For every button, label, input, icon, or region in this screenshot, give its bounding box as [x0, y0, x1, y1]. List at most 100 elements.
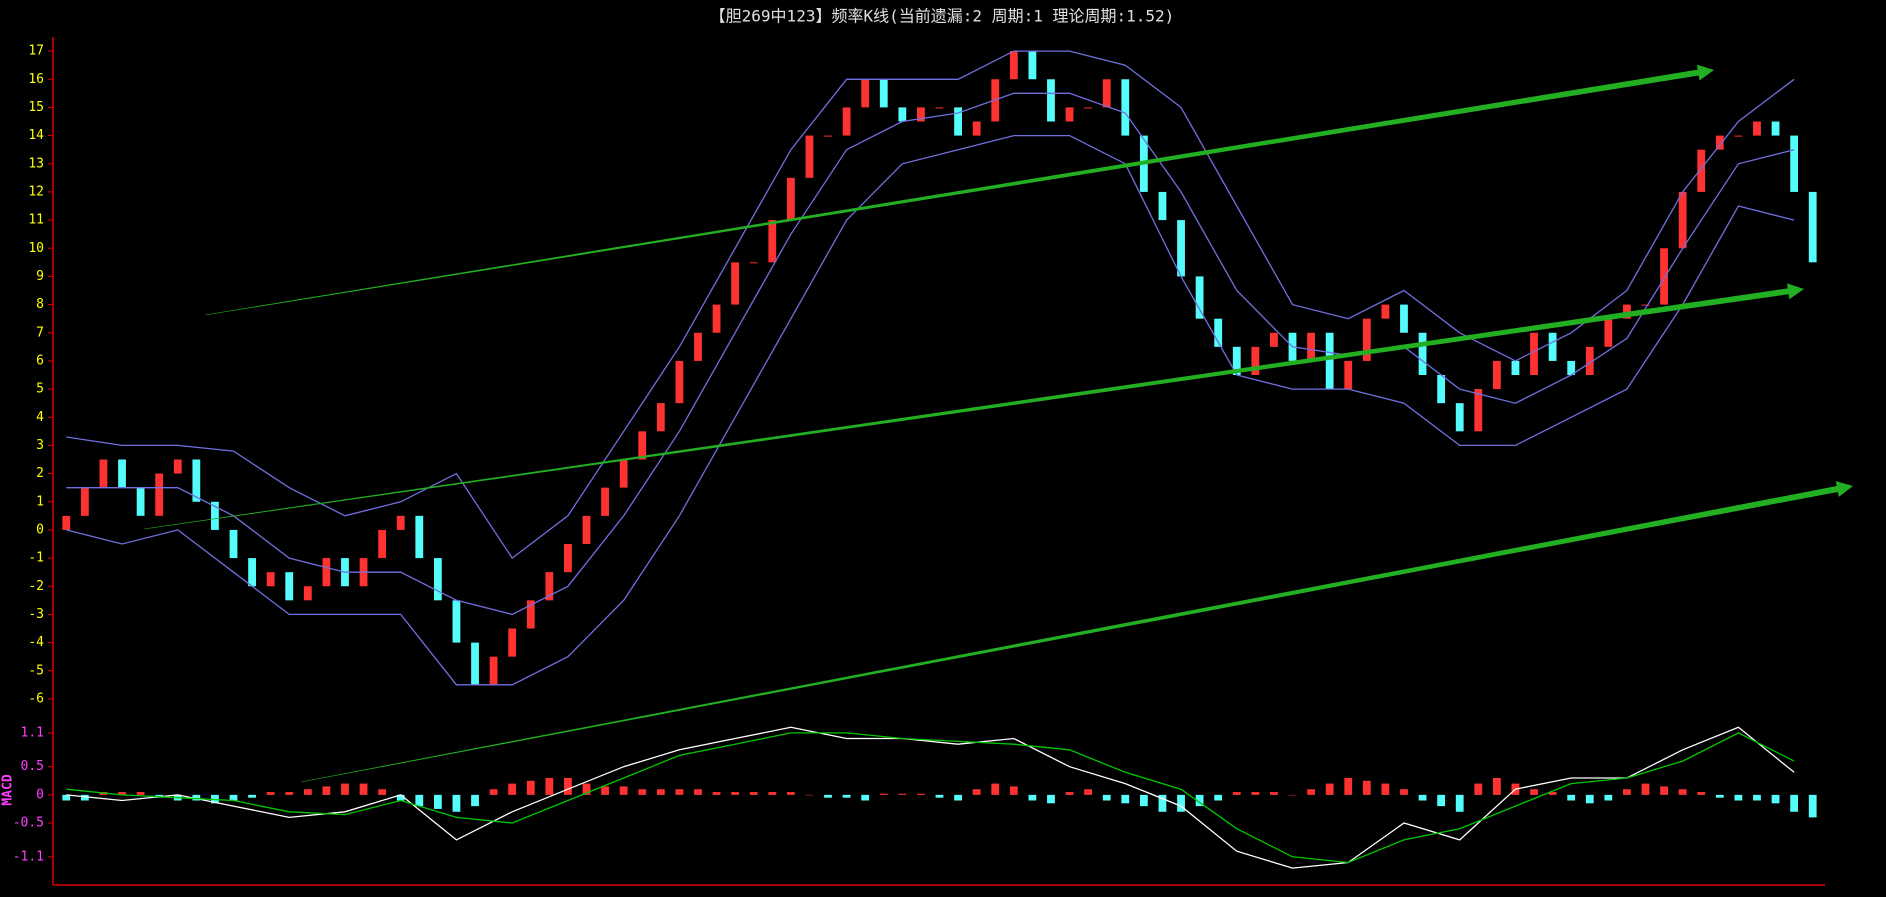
macd-bar	[656, 789, 665, 795]
macd-bar	[1214, 794, 1223, 801]
candle	[1771, 121, 1780, 136]
candle	[917, 107, 925, 122]
y-tick-label: -1	[28, 551, 44, 566]
candle	[1028, 51, 1037, 80]
candle	[80, 487, 89, 516]
candle	[1474, 389, 1483, 432]
candle	[1548, 332, 1557, 361]
macd-bar	[1047, 794, 1055, 804]
macd-bar	[731, 792, 740, 795]
candle	[1381, 304, 1390, 319]
macd-bar	[359, 783, 368, 795]
macd-bar	[1325, 783, 1334, 795]
y-tick-label: -0.5	[13, 816, 44, 831]
macd-bar	[1065, 792, 1074, 795]
macd-bar	[378, 789, 387, 795]
macd-bar	[972, 789, 981, 795]
candle	[1344, 360, 1353, 390]
candle	[601, 487, 609, 516]
y-tick-label: 3	[36, 438, 44, 453]
line	[66, 726, 1795, 869]
candle	[118, 459, 126, 488]
y-tick-label: 0	[36, 522, 44, 537]
macd-bar	[1084, 789, 1093, 795]
trend-arrows	[143, 64, 1853, 783]
macd-bar	[1697, 792, 1706, 795]
candle	[1790, 135, 1799, 192]
candle	[1214, 318, 1223, 347]
macd-bar	[136, 792, 145, 795]
line	[66, 732, 1795, 864]
macd-bar	[1232, 792, 1241, 795]
candle	[136, 487, 145, 516]
y-tick-label: 1	[36, 494, 44, 509]
candle	[805, 135, 814, 178]
candle	[656, 403, 665, 432]
macd-bar	[1715, 794, 1724, 798]
y-tick-label: -4	[28, 635, 44, 650]
candle	[1567, 360, 1576, 375]
trend-arrow	[204, 64, 1715, 316]
macd-bar	[1158, 794, 1167, 812]
macd-bar	[1771, 794, 1780, 804]
candle	[1232, 346, 1241, 375]
macd-bar	[786, 792, 795, 795]
line	[66, 134, 1795, 686]
y-tick-label: 9	[36, 269, 44, 284]
candle	[638, 431, 647, 460]
candle	[471, 642, 479, 685]
candle	[972, 121, 981, 136]
macd-bar	[675, 789, 684, 795]
macd-bar	[1028, 794, 1037, 801]
candle	[1307, 332, 1315, 361]
y-tick-label: 13	[28, 156, 44, 171]
candle	[229, 529, 238, 559]
macd-bar	[1678, 789, 1687, 795]
line	[66, 50, 1795, 560]
macd-bar	[1139, 794, 1148, 807]
candle	[861, 79, 870, 108]
macd-bar	[489, 789, 498, 795]
macd-bar	[638, 789, 647, 795]
candle	[1362, 318, 1371, 361]
macd-bar	[452, 794, 461, 812]
macd-bar	[62, 794, 71, 801]
candle	[1492, 360, 1501, 390]
macd-bar	[824, 794, 832, 798]
candle	[1697, 149, 1706, 192]
candle	[1102, 79, 1111, 108]
macd-bar	[1790, 794, 1799, 812]
macd-bar	[229, 794, 238, 801]
candle	[1678, 191, 1687, 249]
macd-bar	[712, 792, 721, 795]
candle	[1623, 304, 1631, 319]
candle	[1715, 135, 1724, 150]
candle	[526, 600, 535, 629]
y-tick-label: -2	[28, 579, 44, 594]
macd-bar	[842, 794, 851, 798]
macd-bar	[341, 783, 349, 795]
candle	[415, 515, 424, 559]
candle	[266, 572, 275, 587]
macd-bar	[879, 793, 888, 795]
macd-bar	[1400, 789, 1408, 795]
macd-bar	[1270, 792, 1278, 795]
macd-bar	[1623, 789, 1631, 795]
macd-bar	[935, 794, 944, 798]
macd-bar	[526, 780, 535, 795]
macd-bar	[1288, 794, 1297, 796]
y-tick-label: 1.1	[21, 725, 44, 740]
macd-bar	[898, 793, 907, 795]
candle	[248, 558, 256, 587]
candle	[303, 586, 312, 601]
macd-bar	[582, 783, 591, 795]
candle	[1418, 332, 1427, 375]
macd-bar	[601, 786, 609, 795]
candle	[954, 107, 962, 136]
y-tick-label: 10	[28, 241, 44, 256]
candle	[378, 529, 387, 559]
candle	[749, 262, 758, 264]
macd-bar	[1437, 794, 1446, 807]
